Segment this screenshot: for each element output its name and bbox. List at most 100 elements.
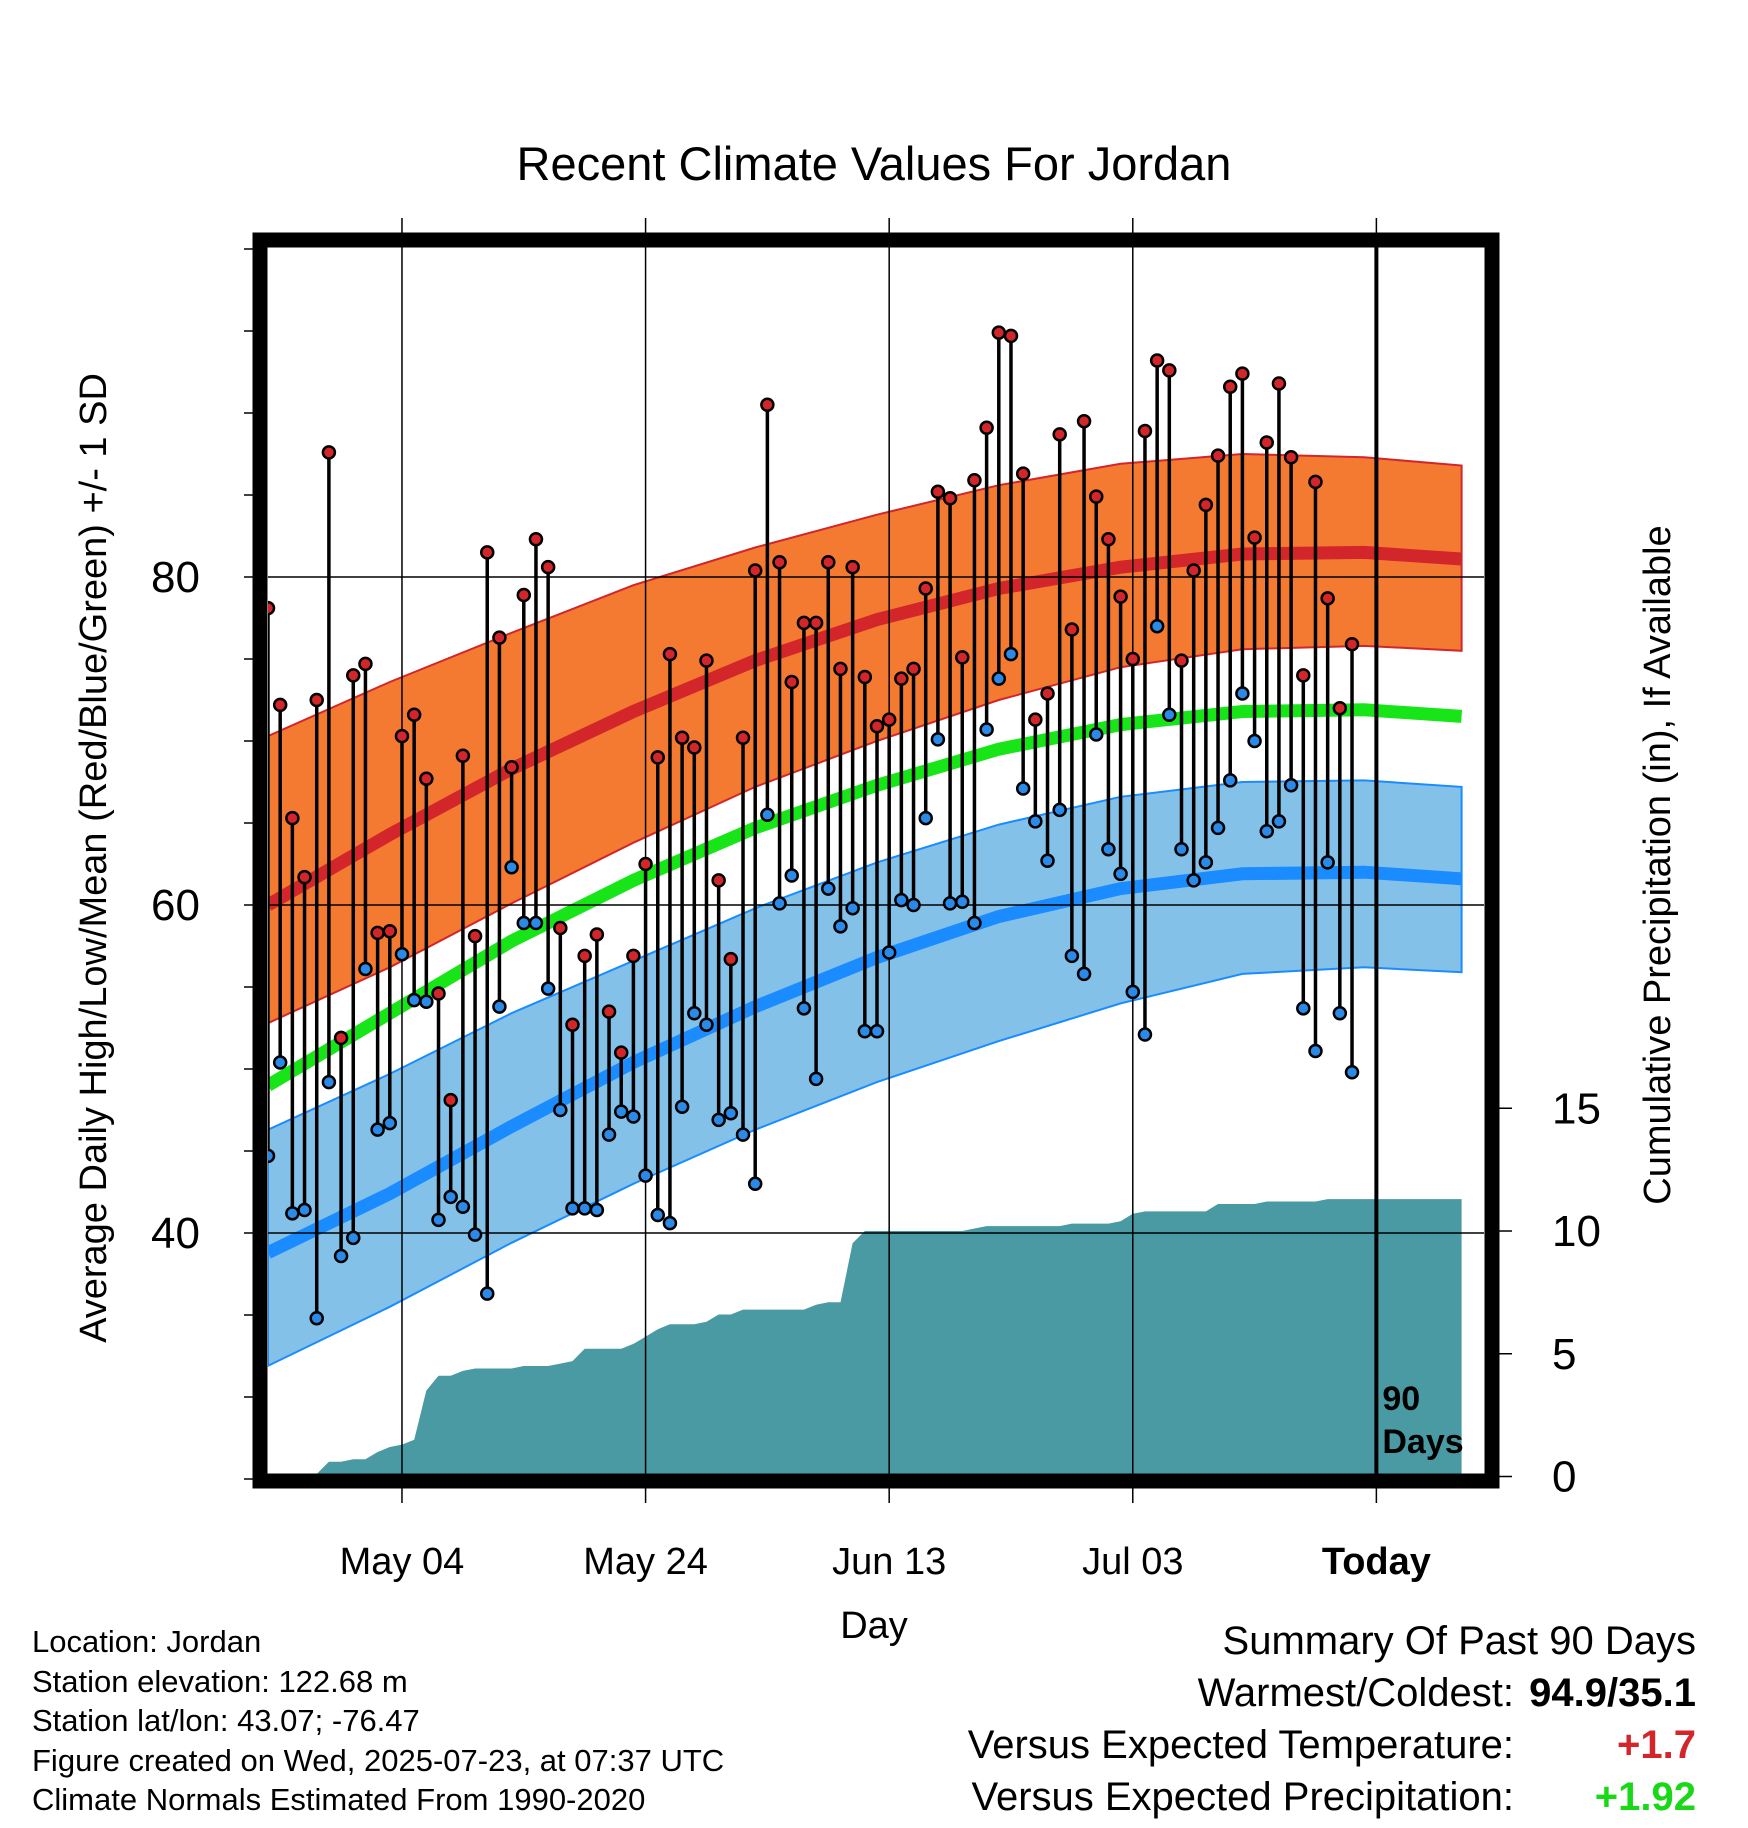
obs-low-point xyxy=(967,915,982,931)
x-tick-label: Jun 13 xyxy=(832,1541,946,1583)
normals-text: Climate Normals Estimated From 1990-2020 xyxy=(32,1782,646,1817)
obs-high-point xyxy=(346,668,361,683)
obs-low-point xyxy=(942,896,958,911)
obs-high-point xyxy=(1137,423,1153,439)
obs-low-point xyxy=(1247,733,1262,749)
obs-low-point xyxy=(1283,778,1299,793)
plot-content xyxy=(268,247,1484,1474)
obs-high-point xyxy=(492,630,507,645)
obs-high-point xyxy=(406,707,422,723)
plot-area: 90 Days 40 60 80 0 5 10 15 May 04 May 24 Jun 13 Jul … xyxy=(151,218,1601,1583)
obs-high-point xyxy=(1125,651,1141,667)
obs-low-point xyxy=(358,961,373,977)
obs-low-point xyxy=(918,810,933,826)
obs-low-point xyxy=(1198,855,1214,870)
obs-high-point xyxy=(1186,563,1201,578)
obs-high-point xyxy=(455,748,471,764)
obs-low-point xyxy=(577,1201,592,1216)
chart-title: Recent Climate Values For Jordan xyxy=(517,137,1232,190)
temp-anomaly-label: Versus Expected Temperature: xyxy=(967,1723,1514,1767)
obs-high-point xyxy=(869,718,885,734)
precip-anomaly-row: Versus Expected Precipitation: +1.92 xyxy=(968,1771,1696,1823)
obs-high-point xyxy=(309,692,324,708)
obs-high-point xyxy=(1283,450,1299,465)
obs-high-point xyxy=(991,325,1007,340)
precip-area xyxy=(268,1199,1462,1474)
obs-low-point xyxy=(431,1212,446,1228)
x-axis-label: Day xyxy=(840,1605,908,1647)
obs-high-point xyxy=(1076,413,1092,429)
warm-cold-row: Warmest/Coldest: 94.9/35.1 xyxy=(968,1667,1696,1719)
obs-low-point xyxy=(1210,820,1226,836)
obs-low-point xyxy=(1040,853,1055,868)
obs-high-point xyxy=(1320,591,1335,606)
summary-panel: Summary Of Past 90 Days Warmest/Coldest:… xyxy=(968,1615,1696,1823)
obs-low-point xyxy=(699,1017,714,1032)
obs-low-point xyxy=(268,1148,276,1164)
obs-low-point xyxy=(1332,1005,1348,1021)
obs-low-point xyxy=(346,1230,361,1246)
obs-high-point xyxy=(626,948,641,964)
obs-high-point xyxy=(942,491,958,506)
obs-low-point xyxy=(833,919,848,934)
obs-high-point xyxy=(711,873,726,888)
obs-high-point xyxy=(833,661,848,677)
obs-low-point xyxy=(650,1207,666,1223)
obs-low-point xyxy=(553,1102,568,1118)
obs-high-point xyxy=(358,656,373,672)
obs-high-point xyxy=(662,646,678,662)
obs-high-point xyxy=(857,669,873,685)
precip-tick-label: 5 xyxy=(1552,1330,1576,1379)
obs-high-point xyxy=(565,1017,580,1032)
obs-low-point xyxy=(1149,618,1165,634)
obs-high-point xyxy=(479,545,495,560)
precip-anomaly-label: Versus Expected Precipitation: xyxy=(971,1775,1514,1819)
obs-low-point xyxy=(613,1104,629,1119)
obs-high-point xyxy=(1210,448,1226,463)
obs-high-point xyxy=(272,697,288,713)
obs-low-point xyxy=(796,1001,812,1016)
obs-high-point xyxy=(821,554,836,570)
obs-low-point xyxy=(1162,707,1177,723)
obs-high-point xyxy=(1344,636,1360,652)
obs-high-point xyxy=(297,869,312,885)
obs-high-point xyxy=(268,600,276,616)
obs-high-point xyxy=(845,559,860,575)
obs-low-point xyxy=(565,1201,580,1216)
obs-high-point xyxy=(333,1030,349,1046)
obs-low-point xyxy=(1186,873,1201,888)
obs-low-point xyxy=(1015,781,1031,796)
x-tick-label: Jul 03 xyxy=(1082,1541,1183,1583)
obs-high-point xyxy=(650,750,666,765)
precip-anomaly-value: +1.92 xyxy=(1594,1775,1696,1819)
temp-anomaly-value: +1.7 xyxy=(1617,1723,1696,1767)
summary-title: Summary Of Past 90 Days xyxy=(1222,1619,1696,1663)
obs-low-point xyxy=(370,1122,385,1137)
obs-high-point xyxy=(687,740,702,755)
obs-low-point xyxy=(869,1024,885,1039)
precip-tick-label: 0 xyxy=(1552,1453,1576,1502)
obs-high-point xyxy=(1149,353,1165,368)
obs-low-point xyxy=(1296,1001,1311,1016)
obs-low-point xyxy=(735,1127,751,1142)
obs-low-point xyxy=(1052,802,1067,818)
obs-low-point xyxy=(1174,841,1189,857)
obs-high-point xyxy=(1088,489,1104,504)
obs-high-point xyxy=(553,920,568,936)
obs-low-point xyxy=(443,1189,458,1205)
x-tick-label: May 24 xyxy=(583,1541,708,1583)
obs-low-point xyxy=(1125,984,1141,1000)
obs-high-point xyxy=(1247,530,1262,545)
obs-high-point xyxy=(808,615,824,631)
temp-tick-label: 60 xyxy=(151,881,200,930)
warm-cold-label: Warmest/Coldest: xyxy=(1197,1671,1514,1715)
obs-high-point xyxy=(419,771,434,786)
obs-low-point xyxy=(1320,855,1335,870)
obs-high-point xyxy=(1003,328,1019,344)
obs-low-point xyxy=(1028,814,1043,829)
obs-low-point xyxy=(1088,727,1104,742)
today-days-word: Days xyxy=(1382,1423,1463,1461)
obs-low-point xyxy=(333,1248,349,1264)
temp-anomaly-row: Versus Expected Temperature: +1.7 xyxy=(968,1719,1696,1771)
obs-low-point xyxy=(955,894,970,909)
